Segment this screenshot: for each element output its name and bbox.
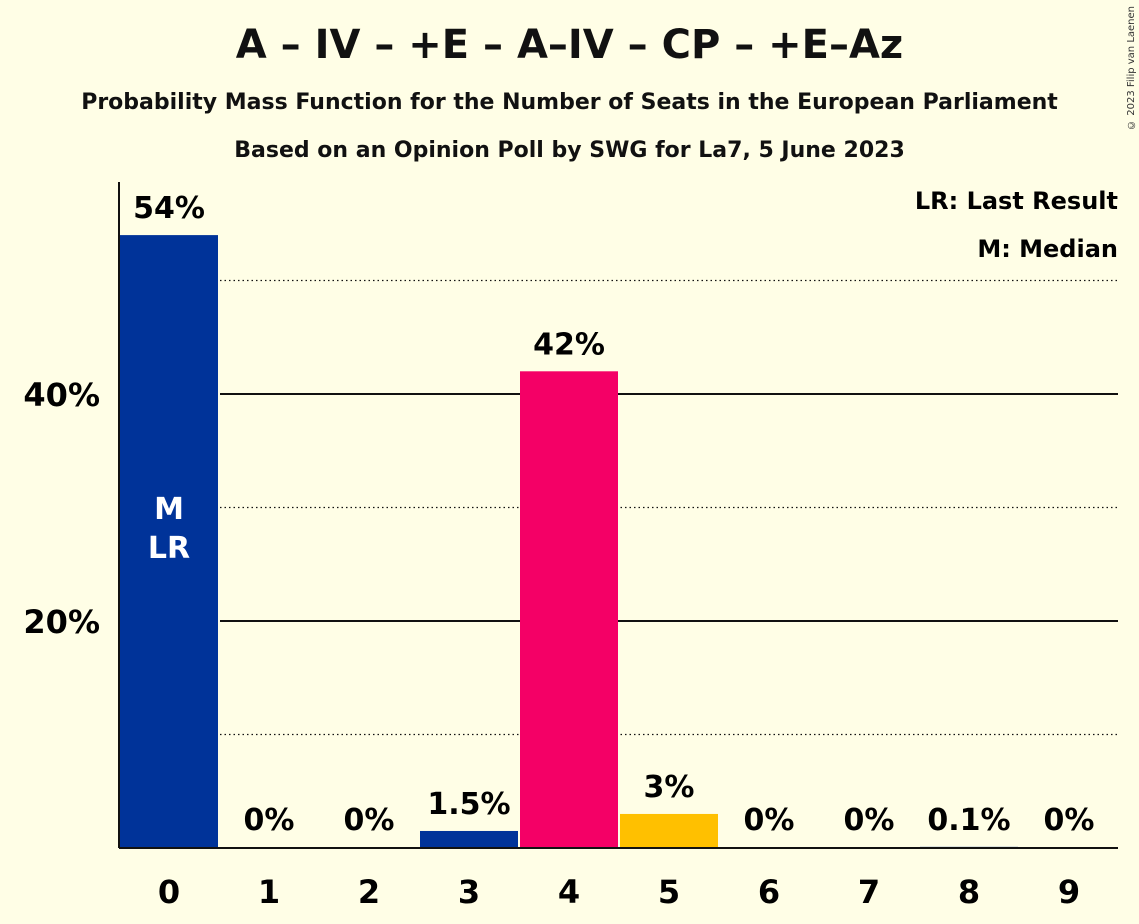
data-label: 0% [844, 803, 895, 838]
x-tick-label: 9 [1058, 873, 1080, 911]
y-tick-label: 20% [23, 603, 100, 641]
x-tick-label: 6 [758, 873, 780, 911]
axes [118, 182, 1118, 849]
bar-3 [420, 830, 518, 848]
x-tick-label: 2 [358, 873, 380, 911]
data-label: 3% [644, 770, 695, 805]
x-tick-label: 5 [658, 873, 680, 911]
chart-source: Based on an Opinion Poll by SWG for La7,… [234, 138, 905, 163]
data-label: 0% [744, 803, 795, 838]
legend-median: M: Median [977, 235, 1118, 263]
gridlines [220, 279, 1118, 736]
legend-last-result: LR: Last Result [915, 187, 1118, 215]
chart-title: A – IV – +E – A–IV – CP – +E–Az [235, 22, 904, 68]
last-result-marker: LR [148, 531, 190, 566]
bars [120, 235, 1018, 849]
data-label: 1.5% [427, 787, 510, 822]
data-label: 0% [344, 803, 395, 838]
data-label: 42% [533, 327, 605, 362]
data-label: 0% [244, 803, 295, 838]
x-tick-label: 4 [558, 873, 580, 911]
data-label: 54% [133, 191, 205, 226]
x-tick-label: 0 [158, 873, 180, 911]
bar-4 [520, 371, 618, 848]
x-tick-label: 7 [858, 873, 880, 911]
y-tick-label: 40% [23, 376, 100, 414]
x-tick-label: 1 [258, 873, 280, 911]
data-label: 0% [1044, 803, 1095, 838]
labels: 20% 40% 54% 0 0% 1 0% 2 1.5% 3 42% 4 3% 5 0% 6 0% 7 0.1% 8 0… [23, 191, 1094, 911]
bar-0 [120, 235, 218, 849]
x-tick-label: 3 [458, 873, 480, 911]
chart-subtitle: Probability Mass Function for the Number… [81, 90, 1058, 115]
x-tick-label: 8 [958, 873, 980, 911]
median-marker: M [154, 492, 184, 527]
data-label: 0.1% [927, 803, 1010, 838]
bar-5 [620, 813, 718, 848]
